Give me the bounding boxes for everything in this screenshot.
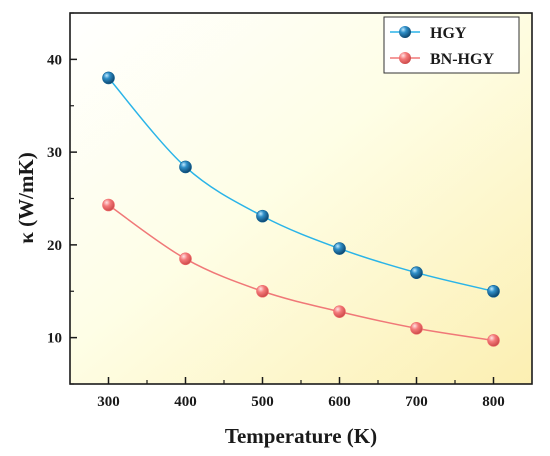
x-tick-label: 300 <box>97 394 120 410</box>
legend-label-hgy: HGY <box>430 25 467 42</box>
y-tick-label: 10 <box>47 331 62 347</box>
y-axis-ticks: 10 20 30 40 <box>47 12 77 385</box>
legend-label-bn-hgy: BN-HGY <box>430 51 494 68</box>
x-tick-label: 500 <box>251 394 274 410</box>
x-tick-label: 800 <box>482 394 505 410</box>
x-tick-label: 600 <box>328 394 351 410</box>
data-point-0-5 <box>487 284 500 298</box>
data-point-0-4 <box>410 266 423 280</box>
legend: HGY BN-HGY <box>383 16 520 74</box>
data-point-1-3 <box>333 305 346 318</box>
data-point-0-1 <box>179 160 192 174</box>
data-point-0-2 <box>256 209 269 223</box>
data-point-1-1 <box>179 252 192 266</box>
plot-area <box>69 12 533 385</box>
data-point-0-0 <box>102 71 115 85</box>
legend-marker-bn-hgy <box>399 52 411 64</box>
series-layer <box>102 71 500 347</box>
legend-marker-hgy <box>399 26 411 38</box>
y-tick-label: 40 <box>47 52 62 68</box>
data-point-1-5 <box>487 334 500 347</box>
data-point-1-2 <box>256 284 269 298</box>
data-point-1-0 <box>102 198 115 212</box>
y-tick-label: 30 <box>47 145 62 161</box>
data-point-0-3 <box>333 242 346 255</box>
y-tick-label: 20 <box>47 238 62 254</box>
x-tick-label: 400 <box>174 394 197 410</box>
x-tick-label: 700 <box>405 394 428 410</box>
x-axis-ticks: 300 400 500 600 700 800 <box>97 377 505 410</box>
x-axis-title: Temperature (K) <box>225 424 377 448</box>
y-axis-title: κ (W/mK) <box>14 152 38 244</box>
data-point-1-4 <box>410 322 423 335</box>
